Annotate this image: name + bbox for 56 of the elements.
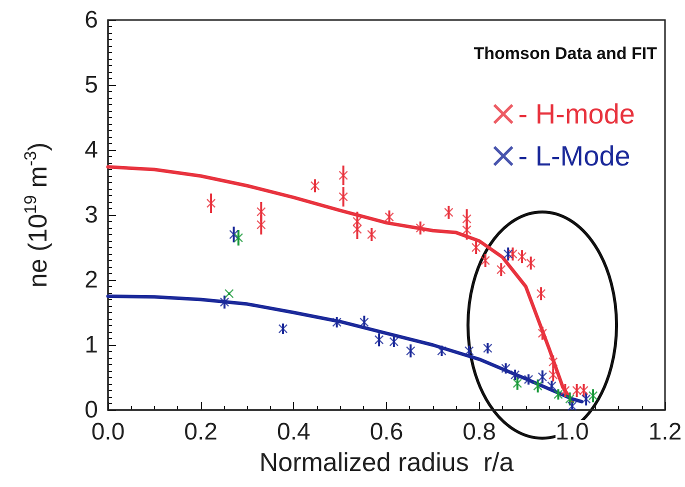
point (310, 181, 320, 190)
y-tick-label: 1 (84, 332, 98, 358)
x-tick-label: 0.6 (370, 418, 404, 446)
point (518, 252, 527, 262)
y-tick-label: 2 (84, 266, 98, 294)
y-tick-label: 4 (84, 136, 98, 164)
point (444, 208, 454, 217)
legend-label: - L-Mode (518, 140, 630, 172)
point (554, 390, 563, 399)
y-axis-title: ne (1019 m-3) (21, 142, 52, 288)
x-tick-label: 0.8 (462, 418, 496, 446)
point (547, 381, 556, 390)
point (565, 394, 574, 404)
point (406, 346, 416, 356)
point (437, 346, 446, 356)
x-tick-label: 1.2 (648, 418, 682, 446)
point (224, 289, 234, 298)
x-tick-label: 0.2 (184, 418, 218, 446)
point (480, 256, 490, 265)
point (582, 394, 591, 404)
point (416, 224, 425, 232)
point (206, 198, 216, 208)
point (588, 391, 598, 400)
point (338, 170, 348, 180)
point (462, 214, 472, 224)
point (512, 378, 522, 388)
x-tick-label: 0.4 (276, 418, 310, 446)
point (464, 346, 474, 356)
point (538, 372, 547, 382)
point (384, 212, 394, 222)
point (367, 230, 376, 239)
point (538, 328, 547, 338)
point (510, 370, 520, 380)
point (389, 337, 398, 346)
point (338, 192, 348, 202)
point (526, 258, 536, 268)
point (504, 250, 513, 258)
point (568, 402, 577, 411)
point (352, 217, 362, 226)
point (533, 381, 542, 390)
legend-label: - H-mode (518, 98, 636, 130)
point (374, 335, 384, 344)
point (496, 265, 506, 274)
point (536, 289, 546, 298)
x-axis-title: Normalized radius r/a (259, 446, 514, 477)
point (501, 364, 510, 373)
point (579, 386, 588, 395)
y-tick-label: 3 (84, 202, 98, 228)
y-tick-label: 5 (84, 72, 98, 98)
point (278, 324, 288, 334)
y-tick-label: 6 (84, 6, 98, 34)
x-tick-label: 1.0 (555, 418, 589, 446)
point (234, 233, 243, 242)
annotation: Thomson Data and FIT (474, 44, 658, 63)
point (560, 386, 570, 395)
point (462, 225, 472, 234)
